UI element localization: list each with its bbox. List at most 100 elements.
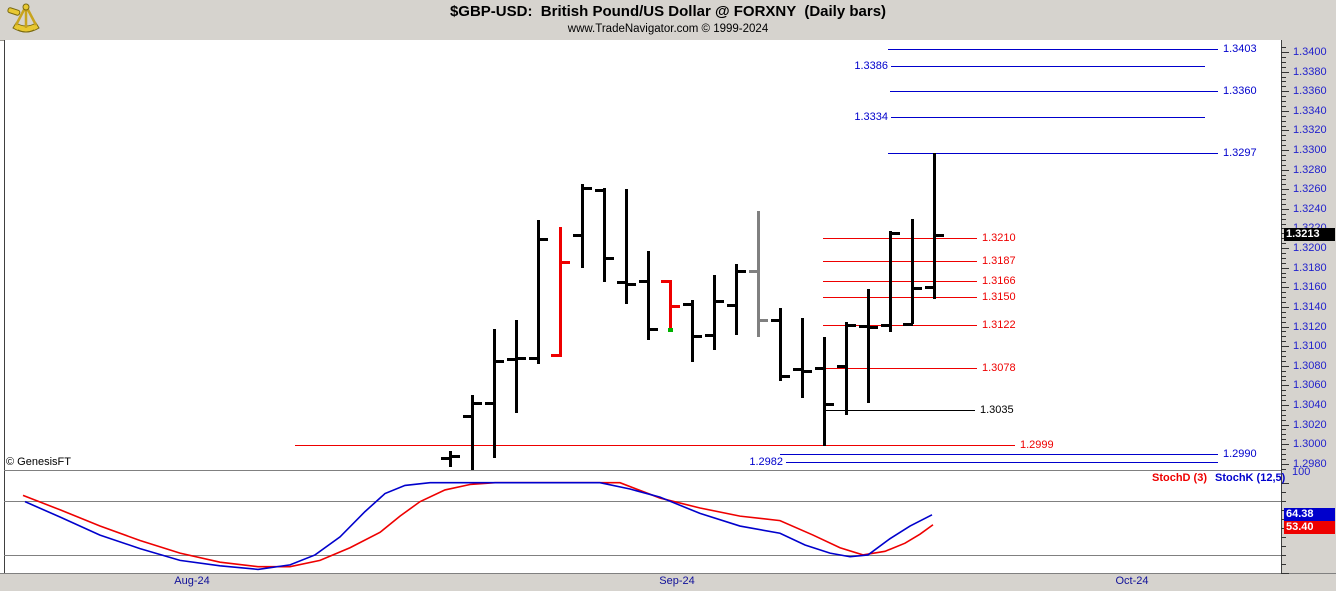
- price-axis-minor-tick: [1281, 336, 1286, 337]
- ohlc-bar-stem: [801, 317, 804, 399]
- ohlc-bar-open-tick: [837, 364, 847, 368]
- ohlc-bar-stem: [757, 210, 760, 338]
- price-axis-minor-tick: [1281, 331, 1286, 332]
- ohlc-bar-stem: [537, 219, 540, 364]
- price-axis-label: 1.3200: [1293, 242, 1327, 255]
- level-line-1.3210: [823, 238, 977, 239]
- ohlc-bar-close-tick: [605, 256, 614, 260]
- level-line-1.3297: [888, 153, 1218, 154]
- price-axis-minor-tick: [1281, 400, 1286, 401]
- price-axis-label: 1.3320: [1293, 124, 1327, 137]
- price-axis-minor-tick: [1281, 429, 1286, 430]
- ohlc-bar-stem: [669, 280, 672, 329]
- level-line-1.3150: [823, 297, 977, 298]
- price-axis-minor-tick: [1281, 184, 1286, 185]
- ohlc-bar-stem: [603, 188, 606, 283]
- price-axis-minor-tick: [1281, 243, 1286, 244]
- stoch-axis-tick: [1281, 555, 1286, 556]
- level-line-1.3187: [823, 261, 977, 262]
- price-axis-panel: [1281, 40, 1336, 573]
- ohlc-bar-open-tick: [925, 286, 935, 290]
- price-axis-minor-tick: [1281, 297, 1286, 298]
- time-label-aug: Aug-24: [174, 575, 210, 587]
- price-axis-label: 1.3100: [1293, 340, 1327, 353]
- ohlc-bar-stem: [889, 231, 892, 333]
- price-axis-minor-tick: [1281, 361, 1286, 362]
- price-axis-minor-tick: [1281, 395, 1286, 396]
- ohlc-bar-stem: [647, 251, 650, 341]
- stoch-axis-tick: [1281, 573, 1289, 574]
- price-axis-major-tick: [1281, 405, 1289, 406]
- price-axis-major-tick: [1281, 444, 1289, 445]
- ohlc-bar-close-tick: [825, 402, 834, 406]
- price-axis-minor-tick: [1281, 67, 1286, 68]
- price-axis-minor-tick: [1281, 390, 1286, 391]
- stoch-axis-tick: [1281, 537, 1286, 538]
- stoch-axis-tick: [1281, 564, 1286, 565]
- price-axis-label: 1.3260: [1293, 183, 1327, 196]
- price-axis-minor-tick: [1281, 371, 1286, 372]
- price-axis-minor-tick: [1281, 277, 1286, 278]
- level-line-1.2999: [295, 445, 1015, 446]
- price-axis-minor-tick: [1281, 179, 1286, 180]
- price-axis-minor-tick: [1281, 273, 1286, 274]
- stoch-axis-tick: [1281, 501, 1286, 502]
- chart-title: $GBP-USD: British Pound/US Dollar @ FORX…: [449, 3, 887, 20]
- price-axis-major-tick: [1281, 385, 1289, 386]
- ohlc-bar-open-tick: [639, 280, 649, 284]
- level-label-1.3403: 1.3403: [1223, 43, 1257, 55]
- stoch-axis-tick: [1281, 510, 1286, 511]
- level-label-1.3035: 1.3035: [980, 404, 1014, 416]
- level-label-1.3297: 1.3297: [1223, 147, 1257, 159]
- level-line-1.3078: [823, 368, 977, 369]
- ohlc-bar-stem: [911, 218, 914, 324]
- time-label-sep: Sep-24: [659, 575, 695, 587]
- price-axis-label: 1.3400: [1293, 46, 1327, 58]
- level-line-1.3360: [890, 91, 1218, 92]
- price-axis-minor-tick: [1281, 194, 1286, 195]
- level-label-1.2999: 1.2999: [1020, 439, 1054, 451]
- price-axis-label: 1.3160: [1293, 281, 1327, 294]
- green-swing-marker: [668, 328, 673, 333]
- price-axis-minor-tick: [1281, 175, 1286, 176]
- ohlc-bar-open-tick: [903, 322, 913, 326]
- ohlc-bar-stem: [493, 329, 496, 458]
- price-axis-minor-tick: [1281, 96, 1286, 97]
- stochastic-canvas[interactable]: [4, 470, 1281, 573]
- price-axis-minor-tick: [1281, 238, 1286, 239]
- stoch-axis-tick: [1281, 546, 1286, 547]
- level-line-1.3386: [891, 66, 1205, 67]
- price-axis-major-tick: [1281, 111, 1289, 112]
- price-chart-canvas[interactable]: [4, 40, 1282, 573]
- price-axis-major-tick: [1281, 209, 1289, 210]
- stoch-axis-tick: [1281, 483, 1289, 484]
- ohlc-bar-open-tick: [771, 318, 781, 322]
- price-axis-major-tick: [1281, 307, 1289, 308]
- price-axis-label: 1.3060: [1293, 379, 1327, 392]
- ohlc-bar-close-tick: [759, 318, 768, 322]
- price-axis-minor-tick: [1281, 121, 1286, 122]
- ohlc-bar-open-tick: [441, 456, 451, 460]
- ohlc-bar-close-tick: [671, 304, 680, 308]
- ohlc-bar-close-tick: [891, 232, 900, 236]
- level-line-1.3403: [888, 49, 1218, 50]
- ohlc-bar-close-tick: [715, 300, 724, 304]
- price-axis-minor-tick: [1281, 224, 1286, 225]
- price-axis-minor-tick: [1281, 135, 1286, 136]
- level-label-1.3386: 1.3386: [854, 60, 888, 72]
- ohlc-bar-open-tick: [595, 189, 605, 193]
- level-line-1.3035: [824, 410, 975, 411]
- ohlc-bar-open-tick: [793, 367, 803, 371]
- chart-subtitle: www.TradeNavigator.com © 1999-2024: [567, 23, 769, 35]
- level-label-1.2990: 1.2990: [1223, 448, 1257, 460]
- price-axis-major-tick: [1281, 327, 1289, 328]
- price-axis-major-tick: [1281, 268, 1289, 269]
- time-axis-panel: [0, 573, 1336, 591]
- ohlc-bar-stem: [691, 300, 694, 362]
- price-axis-minor-tick: [1281, 454, 1286, 455]
- level-line-1.3122: [823, 325, 977, 326]
- price-axis-major-tick: [1281, 130, 1289, 131]
- ohlc-bar-stem: [713, 274, 716, 351]
- level-label-1.3166: 1.3166: [982, 275, 1016, 287]
